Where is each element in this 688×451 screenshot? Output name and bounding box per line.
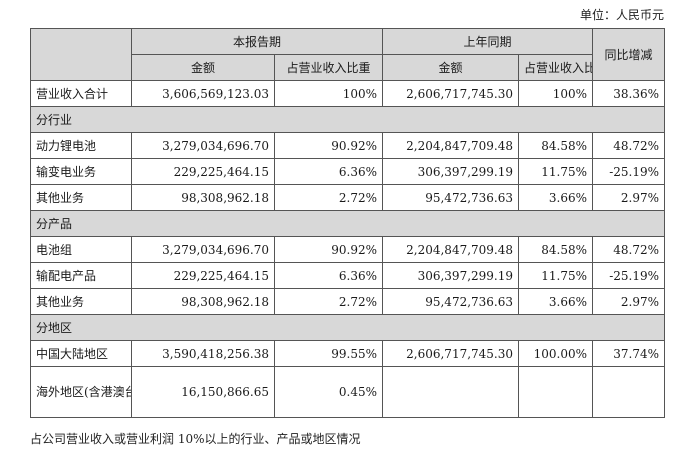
section-row-industry: 分行业 [29, 106, 666, 133]
header-yoy: 同比增减 [592, 28, 666, 81]
unit-label: 单位：人民币元 [579, 8, 664, 22]
prior-amount: 306,397,299.19 [382, 158, 520, 185]
table-row: 海外地区(含港澳台) 16,150,866.65 0.45% [30, 366, 666, 418]
prior-amount: 95,472,736.63 [382, 184, 520, 211]
cur-share: 100% [273, 80, 384, 107]
yoy-change: 48.72% [592, 236, 666, 263]
prior-amount: 306,397,299.19 [382, 262, 520, 289]
table-row: 其他业务 98,308,962.18 2.72% 95,472,736.63 3… [30, 184, 666, 211]
row-label: 海外地区(含港澳台) [30, 366, 132, 418]
header-cur-share: 占营业收入比重 [273, 54, 384, 81]
cur-amount: 229,225,464.15 [131, 262, 275, 289]
cur-share: 0.45% [273, 366, 384, 418]
yoy-change [592, 366, 666, 418]
row-label: 输变电业务 [30, 158, 132, 185]
section-label: 分行业 [29, 106, 666, 133]
prior-share: 100% [518, 80, 594, 107]
prior-amount: 2,606,717,745.30 [382, 340, 520, 367]
cur-share: 6.36% [273, 158, 384, 185]
cur-share: 2.72% [273, 288, 384, 315]
cur-share: 99.55% [273, 340, 384, 367]
cur-amount: 98,308,962.18 [131, 288, 275, 315]
row-label: 输配电产品 [30, 262, 132, 289]
table-row: 电池组 3,279,034,696.70 90.92% 2,204,847,70… [30, 236, 666, 263]
section-label: 分产品 [29, 210, 666, 237]
row-label: 其他业务 [30, 288, 132, 315]
yoy-change: 2.97% [592, 288, 666, 315]
header-blank [30, 28, 132, 81]
header-prior-amount: 金额 [382, 54, 520, 81]
prior-share [518, 366, 594, 418]
yoy-change: 37.74% [592, 340, 666, 367]
header-prior-period: 上年同期 [382, 28, 594, 55]
yoy-change: -25.19% [592, 262, 666, 289]
revenue-table: 本报告期 上年同期 同比增减 金额 占营业收入比重 金额 占营业收入比重 营业收… [29, 28, 666, 418]
row-label: 电池组 [30, 236, 132, 263]
prior-share: 84.58% [518, 132, 594, 159]
prior-amount [382, 366, 520, 418]
yoy-change: 48.72% [592, 132, 666, 159]
prior-amount: 2,204,847,709.48 [382, 132, 520, 159]
row-label: 中国大陆地区 [30, 340, 132, 367]
section-label: 分地区 [29, 314, 666, 341]
header-row-columns: 金额 占营业收入比重 金额 占营业收入比重 [31, 54, 665, 81]
row-label: 其他业务 [30, 184, 132, 211]
table-row: 动力锂电池 3,279,034,696.70 90.92% 2,204,847,… [30, 132, 666, 159]
table-row: 输配电产品 229,225,464.15 6.36% 306,397,299.1… [30, 262, 666, 289]
cur-amount: 16,150,866.65 [131, 366, 275, 418]
section-row-region: 分地区 [29, 314, 666, 341]
table-row-total: 营业收入合计 3,606,569,123.03 100% 2,606,717,7… [30, 80, 666, 107]
prior-share: 3.66% [518, 184, 594, 211]
header-prior-share: 占营业收入比重 [518, 54, 594, 81]
yoy-change: -25.19% [592, 158, 666, 185]
prior-amount: 2,204,847,709.48 [382, 236, 520, 263]
cur-amount: 229,225,464.15 [131, 158, 275, 185]
footnote: 占公司营业收入或营业利润 10%以上的行业、产品或地区情况 [30, 432, 361, 446]
prior-share: 11.75% [518, 158, 594, 185]
row-label: 动力锂电池 [30, 132, 132, 159]
cur-amount: 98,308,962.18 [131, 184, 275, 211]
prior-share: 3.66% [518, 288, 594, 315]
prior-share: 100.00% [518, 340, 594, 367]
cur-share: 90.92% [273, 132, 384, 159]
table-row: 输变电业务 229,225,464.15 6.36% 306,397,299.1… [30, 158, 666, 185]
cur-share: 2.72% [273, 184, 384, 211]
header-cur-amount: 金额 [131, 54, 275, 81]
cur-share: 90.92% [273, 236, 384, 263]
cur-share: 6.36% [273, 262, 384, 289]
cur-amount: 3,279,034,696.70 [131, 132, 275, 159]
yoy-change: 2.97% [592, 184, 666, 211]
prior-share: 11.75% [518, 262, 594, 289]
cur-amount: 3,606,569,123.03 [131, 80, 275, 107]
prior-share: 84.58% [518, 236, 594, 263]
prior-amount: 95,472,736.63 [382, 288, 520, 315]
row-label: 营业收入合计 [30, 80, 132, 107]
header-current-period: 本报告期 [130, 28, 384, 55]
cur-amount: 3,279,034,696.70 [131, 236, 275, 263]
yoy-change: 38.36% [592, 80, 666, 107]
cur-amount: 3,590,418,256.38 [131, 340, 275, 367]
header-row-periods: 本报告期 上年同期 同比增减 [30, 28, 666, 81]
table-row: 其他业务 98,308,962.18 2.72% 95,472,736.63 3… [30, 288, 666, 315]
table-row: 中国大陆地区 3,590,418,256.38 99.55% 2,606,717… [30, 340, 666, 367]
prior-amount: 2,606,717,745.30 [382, 80, 520, 107]
section-row-product: 分产品 [29, 210, 666, 237]
